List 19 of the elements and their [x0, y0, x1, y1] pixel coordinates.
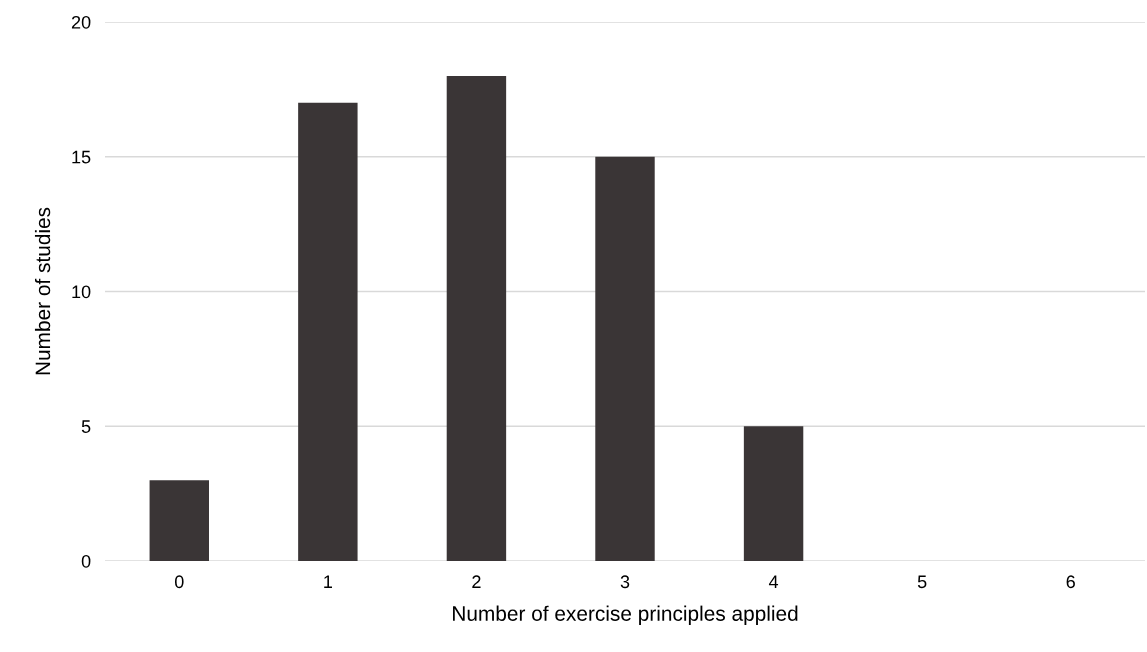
x-tick-label: 3 — [620, 575, 630, 589]
y-tick-label: 15 — [72, 150, 91, 164]
bar — [743, 426, 804, 561]
y-tick-label: 0 — [81, 554, 91, 568]
y-tick-label: 5 — [81, 420, 91, 433]
bar — [149, 480, 209, 561]
x-axis-title: Number of exercise principles applied — [453, 605, 798, 626]
bar — [446, 75, 507, 561]
y-tick-label: 10 — [72, 285, 91, 299]
x-tick-label: 0 — [174, 575, 184, 589]
x-tick-label: 4 — [768, 575, 779, 588]
x-tick-label: 1 — [324, 575, 332, 588]
bar — [298, 102, 358, 561]
x-tick-label: 2 — [472, 575, 481, 588]
x-tick-label: 5 — [917, 575, 927, 589]
y-tick-label: 20 — [71, 15, 91, 29]
x-tick-label: 6 — [1066, 575, 1075, 589]
bar — [595, 156, 655, 561]
y-axis-title: Number of studies — [34, 207, 51, 375]
